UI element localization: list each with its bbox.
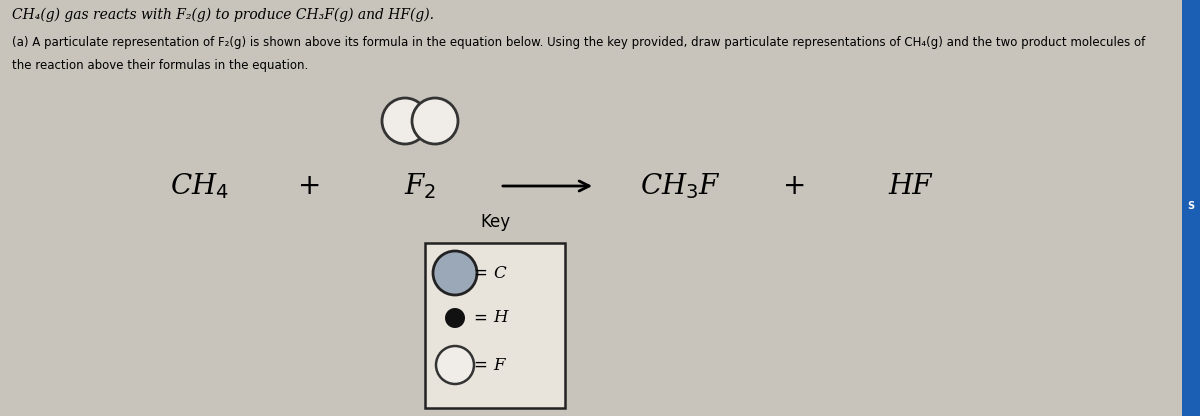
Text: C: C [493,265,505,282]
Text: HF: HF [888,173,931,200]
Circle shape [445,308,466,328]
Text: F$_2$: F$_2$ [404,171,436,201]
Circle shape [412,98,458,144]
Text: CH$_4$: CH$_4$ [170,171,229,201]
Text: F: F [493,357,504,374]
Text: the reaction above their formulas in the equation.: the reaction above their formulas in the… [12,59,308,72]
Text: (a) A particulate representation of F₂(g) is shown above its formula in the equa: (a) A particulate representation of F₂(g… [12,36,1145,49]
Circle shape [436,346,474,384]
Text: S: S [1188,201,1194,211]
Text: =: = [473,309,487,327]
Circle shape [382,98,428,144]
Text: +: + [299,172,322,200]
Bar [1182,0,1200,416]
Text: CH$_3$F: CH$_3$F [640,171,720,201]
Text: =: = [473,356,487,374]
Bar [425,243,565,408]
Circle shape [433,251,478,295]
Text: +: + [784,172,806,200]
Text: Key: Key [480,213,510,231]
Text: =: = [473,264,487,282]
Text: H: H [493,310,508,327]
Text: CH₄(g) gas reacts with F₂(g) to produce CH₃F(g) and HF(g).: CH₄(g) gas reacts with F₂(g) to produce … [12,8,434,22]
